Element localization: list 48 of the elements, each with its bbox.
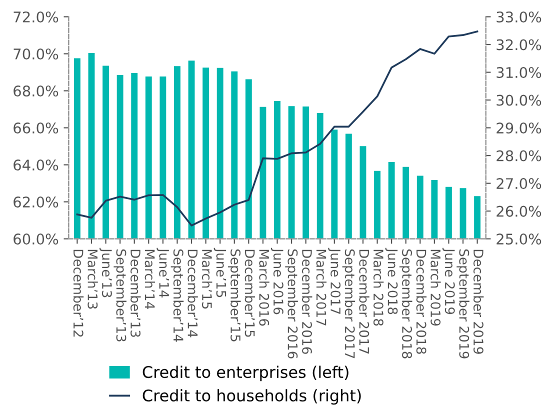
y2-tick-label: 25.0% bbox=[496, 234, 542, 245]
x-tick-label: June 2017 bbox=[328, 248, 341, 314]
x-tick-label: March 2016 bbox=[259, 250, 270, 326]
y2-tick-label: 27.0% bbox=[496, 178, 542, 190]
x-tick-label: March’14 bbox=[144, 250, 156, 310]
x-tick-label: December 2019 bbox=[473, 250, 484, 354]
x-tick-label: September 2019 bbox=[456, 249, 470, 358]
x-tick-label: June 2016 bbox=[270, 248, 284, 314]
x-tick-label: June 2018 bbox=[385, 248, 398, 314]
x-tick-label: June’13 bbox=[99, 248, 112, 298]
y2-tick-label: 29.0% bbox=[496, 122, 542, 134]
x-tick-label: December 2017 bbox=[359, 250, 370, 354]
x-tick-label: March 2019 bbox=[430, 250, 441, 326]
x-tick-label: June’15 bbox=[214, 248, 226, 298]
y-tick-label: 72.0% bbox=[14, 11, 58, 23]
y2-tick-label: 31.0% bbox=[496, 66, 542, 78]
x-tick-label: June 2019 bbox=[442, 248, 455, 314]
x-tick-label: September’15 bbox=[228, 249, 241, 342]
x-tick-label: December’13 bbox=[130, 250, 141, 337]
y2-tick-label: 28.0% bbox=[496, 150, 542, 162]
y-tick-label: 68.0% bbox=[14, 86, 58, 97]
x-tick-label: December 2018 bbox=[416, 250, 427, 354]
y2-tick-label: 32.0% bbox=[496, 39, 542, 50]
x-tick-label: March’15 bbox=[202, 250, 212, 309]
y-tick-label: 64.0% bbox=[14, 160, 58, 171]
x-tick-label: March 2018 bbox=[373, 250, 384, 326]
y-tick-label: 70.0% bbox=[14, 48, 58, 60]
x-tick-label: March’13 bbox=[88, 250, 98, 309]
x-tick-label: December’15 bbox=[244, 250, 256, 337]
x-tick-label: September’13 bbox=[114, 249, 126, 342]
x-tick-label: September’14 bbox=[170, 249, 184, 342]
y2-tick-label: 30.0% bbox=[496, 94, 542, 106]
x-tick-label: December’12 bbox=[73, 250, 84, 337]
legend-label: Credit to enterprises (left) bbox=[142, 366, 348, 382]
x-tick-label: September 2016 bbox=[285, 249, 298, 358]
x-tick-label: December’14 bbox=[188, 250, 198, 338]
x-tick-label: December 2016 bbox=[302, 250, 312, 354]
y2-tick-label: 33.0% bbox=[496, 11, 542, 23]
y-tick-label: 66.0% bbox=[14, 122, 58, 134]
line-series bbox=[76, 30, 478, 226]
x-tick-label: March 2017 bbox=[316, 250, 326, 326]
legend-label: Credit to households (right) bbox=[142, 389, 361, 405]
y-tick-label: 60.0% bbox=[14, 234, 58, 245]
y2-tick-label: 26.0% bbox=[496, 206, 542, 217]
x-tick-label: September 2018 bbox=[399, 249, 412, 358]
y-tick-label: 62.0% bbox=[14, 196, 58, 208]
x-tick-label: September 2017 bbox=[342, 249, 356, 358]
x-tick-label: June’14 bbox=[156, 248, 169, 298]
